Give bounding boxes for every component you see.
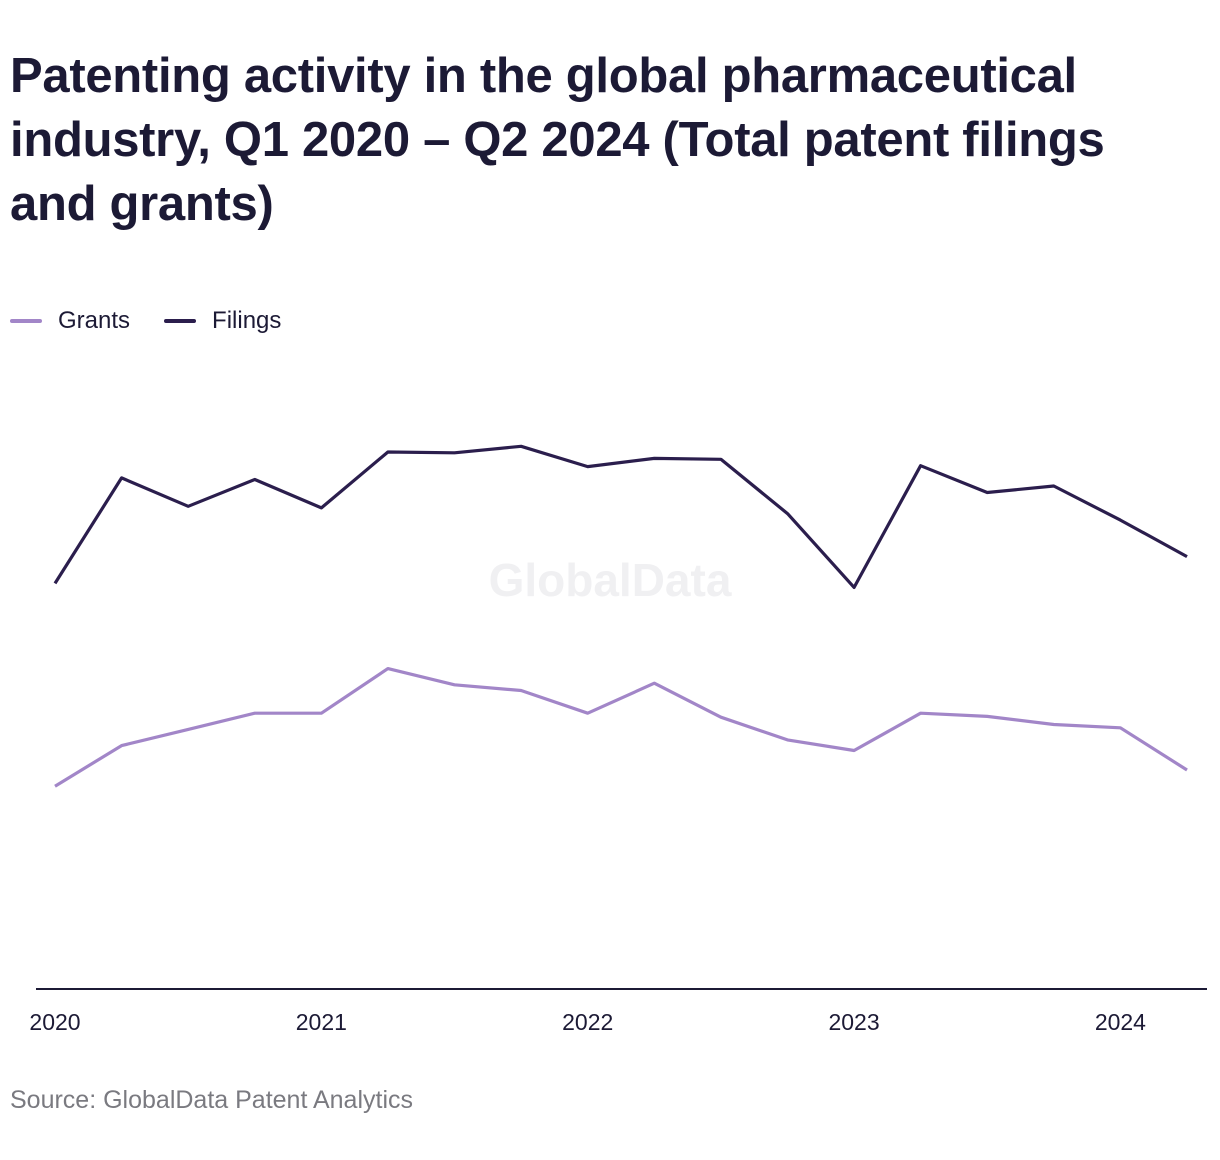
legend: Grants Filings xyxy=(10,306,315,336)
line-chart: GlobalData 2020 2021 2022 2023 2024 xyxy=(29,444,1207,1035)
legend-item-grants: Grants xyxy=(10,307,130,335)
legend-label-grants: Grants xyxy=(58,307,131,334)
legend-item-filings: Filings xyxy=(164,307,281,335)
source-note: Source: GlobalData Patent Analytics xyxy=(10,1086,414,1114)
x-tick-label: 2024 xyxy=(1095,1009,1146,1035)
x-tick-label: 2022 xyxy=(562,1009,613,1035)
series-layer xyxy=(53,444,1188,788)
x-tick-label: 2021 xyxy=(296,1009,347,1035)
watermark: GlobalData xyxy=(489,554,732,606)
chart-title: Patenting activity in the global pharmac… xyxy=(10,49,1105,231)
legend-label-filings: Filings xyxy=(212,307,282,334)
x-axis-ticks: 2020 2021 2022 2023 2024 xyxy=(29,1009,1146,1035)
x-tick-label: 2023 xyxy=(828,1009,879,1035)
legend-swatch-filings xyxy=(164,319,197,323)
x-tick-label: 2020 xyxy=(29,1009,80,1035)
series-line-filings xyxy=(53,444,1188,589)
legend-swatch-grants xyxy=(10,319,42,323)
series-line-grants xyxy=(54,667,1188,788)
